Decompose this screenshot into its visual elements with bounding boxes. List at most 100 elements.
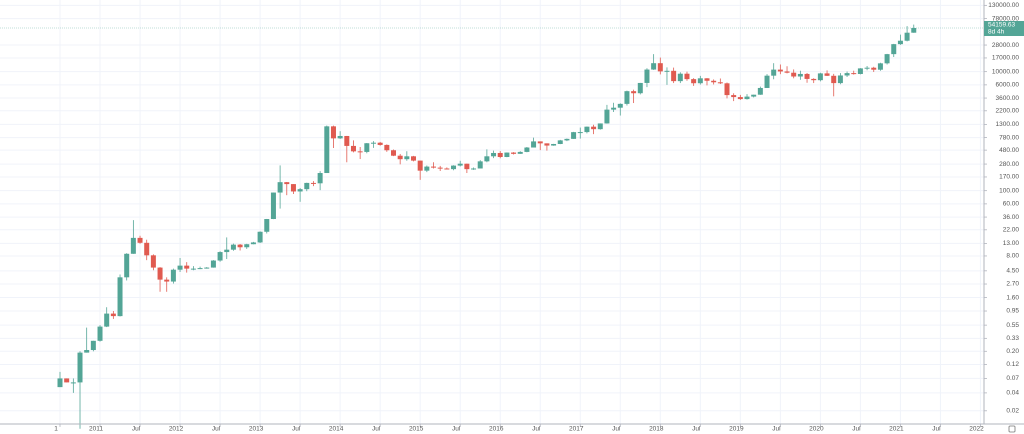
x-tick-label: Jul xyxy=(452,426,461,433)
candle-body xyxy=(704,78,710,81)
candle-body xyxy=(344,135,350,146)
candle-body xyxy=(637,82,643,94)
y-tick-label: 0.55 xyxy=(1006,322,1019,329)
x-tick-label: Jul xyxy=(372,426,381,433)
y-tick-label: 22.00 xyxy=(1003,227,1020,234)
candle-body xyxy=(531,141,537,148)
candle-body xyxy=(751,94,757,97)
candle-body xyxy=(677,73,683,82)
candle-body xyxy=(357,151,363,153)
candle-body xyxy=(664,70,670,72)
x-tick-label: Jul xyxy=(612,426,621,433)
candle-body xyxy=(737,97,743,100)
candle-body xyxy=(177,265,183,270)
candle-body xyxy=(551,143,557,146)
candle-body xyxy=(824,73,830,76)
candle-body xyxy=(264,219,270,232)
candle-body xyxy=(904,32,910,41)
last-price-label: 54159.63 xyxy=(988,22,1015,29)
candle-body xyxy=(591,126,597,130)
x-tick-label: 2018 xyxy=(649,426,664,433)
y-tick-label: 60.00 xyxy=(1003,201,1020,208)
candles xyxy=(0,24,984,429)
y-tick-label: 28000.00 xyxy=(992,42,1019,49)
candle-body xyxy=(184,265,190,269)
candle-body xyxy=(157,267,163,280)
candle-body xyxy=(831,75,837,84)
candle-body xyxy=(671,70,677,82)
candle-body xyxy=(284,182,290,185)
candle-body xyxy=(731,95,737,98)
candle-body xyxy=(557,140,563,144)
x-tick-label: 2016 xyxy=(489,426,504,433)
y-tick-label: 780.00 xyxy=(999,134,1019,141)
candle-body xyxy=(757,87,763,95)
candle-body xyxy=(571,132,577,139)
y-tick-label: 0.33 xyxy=(1006,335,1019,342)
candle-body xyxy=(517,151,523,154)
candle-body xyxy=(104,313,110,327)
candle-body xyxy=(137,237,143,243)
candle-body xyxy=(411,156,417,161)
candle-body xyxy=(544,143,550,146)
x-tick-label: 2014 xyxy=(329,426,344,433)
candle-body xyxy=(777,69,783,72)
candle-body xyxy=(64,378,70,383)
candle-body xyxy=(804,73,810,79)
x-tick-label: Jul xyxy=(132,426,141,433)
settings-icon[interactable] xyxy=(1008,425,1016,433)
candle-body xyxy=(771,69,777,76)
candle-body xyxy=(290,184,296,192)
candle-body xyxy=(270,192,276,220)
candle-body xyxy=(337,135,343,139)
candle-body xyxy=(297,189,303,192)
candle-body xyxy=(537,141,543,144)
candle-body xyxy=(491,152,497,157)
x-tick-label: 2017 xyxy=(569,426,584,433)
candle-body xyxy=(417,160,423,171)
candle-body xyxy=(224,249,230,253)
candle-body xyxy=(197,268,203,270)
candle-body xyxy=(617,103,623,108)
candle-body xyxy=(651,63,657,70)
candle-body xyxy=(391,150,396,156)
countdown-label: 8d 4h xyxy=(988,29,1005,36)
candle-body xyxy=(624,91,630,104)
y-tick-label: 13.00 xyxy=(1003,240,1020,247)
y-tick-label: 10000.00 xyxy=(992,68,1019,75)
y-tick-label: 100.00 xyxy=(999,187,1019,194)
candle-body xyxy=(811,78,817,81)
y-tick-label: 280.00 xyxy=(999,161,1019,168)
candle-body xyxy=(657,63,663,72)
y-tick-label: 130000.00 xyxy=(988,2,1019,9)
candle-body xyxy=(77,352,83,383)
candle-body xyxy=(164,279,170,282)
candle-body xyxy=(791,72,797,77)
x-tick-label: Jul xyxy=(292,426,301,433)
x-tick-label: 2012 xyxy=(169,426,184,433)
candle-body xyxy=(244,244,250,248)
y-tick-label: 2200.00 xyxy=(996,108,1020,115)
candle-body xyxy=(277,182,283,193)
y-tick-label: 4.50 xyxy=(1006,268,1019,275)
x-tick-label: 1 xyxy=(54,426,58,433)
candle-body xyxy=(130,237,136,254)
x-tick-label: 2015 xyxy=(409,426,424,433)
x-tick-label: Jul xyxy=(532,426,541,433)
candle-body xyxy=(897,40,903,45)
candle-body xyxy=(70,382,76,384)
y-tick-label: 2.70 xyxy=(1006,281,1019,288)
candle-body xyxy=(144,242,150,256)
candle-body xyxy=(604,109,610,124)
candle-body xyxy=(117,277,123,317)
candle-body xyxy=(377,142,383,145)
y-tick-label: 3600.00 xyxy=(996,95,1020,102)
last-price-box xyxy=(984,20,1024,36)
y-tick-label: 0.12 xyxy=(1006,361,1019,368)
y-tick-label: 1300.00 xyxy=(996,121,1020,128)
candle-body xyxy=(504,152,510,158)
candle-body xyxy=(397,155,403,160)
x-tick-label: Jul xyxy=(212,426,221,433)
candle-body xyxy=(57,378,63,388)
